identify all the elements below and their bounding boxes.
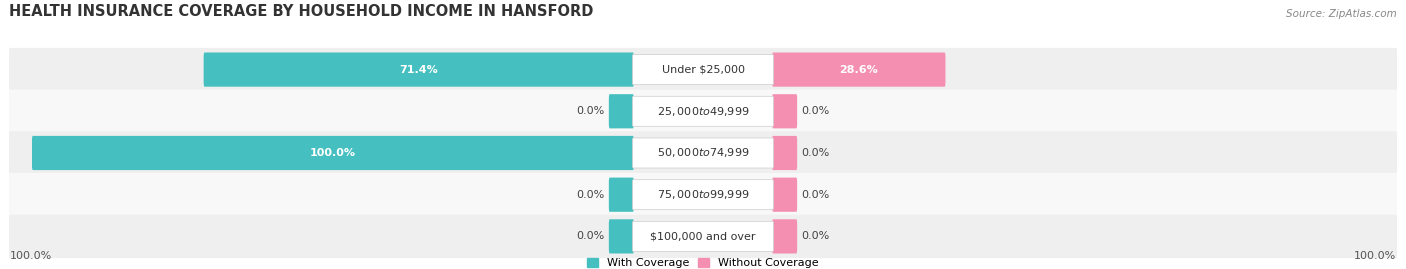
FancyBboxPatch shape	[633, 180, 773, 210]
FancyBboxPatch shape	[8, 90, 1398, 133]
Text: 71.4%: 71.4%	[399, 65, 439, 75]
Text: 0.0%: 0.0%	[801, 106, 830, 116]
Text: 0.0%: 0.0%	[801, 148, 830, 158]
FancyBboxPatch shape	[772, 136, 797, 170]
FancyBboxPatch shape	[633, 138, 773, 168]
FancyBboxPatch shape	[772, 94, 797, 128]
FancyBboxPatch shape	[32, 136, 634, 170]
Text: 0.0%: 0.0%	[576, 190, 605, 200]
Text: $100,000 and over: $100,000 and over	[650, 231, 756, 241]
FancyBboxPatch shape	[633, 55, 773, 84]
Text: 100.0%: 100.0%	[1354, 251, 1396, 261]
Legend: With Coverage, Without Coverage: With Coverage, Without Coverage	[588, 258, 818, 268]
FancyBboxPatch shape	[8, 215, 1398, 258]
Text: HEALTH INSURANCE COVERAGE BY HOUSEHOLD INCOME IN HANSFORD: HEALTH INSURANCE COVERAGE BY HOUSEHOLD I…	[10, 4, 593, 19]
FancyBboxPatch shape	[609, 178, 634, 212]
FancyBboxPatch shape	[609, 94, 634, 128]
FancyBboxPatch shape	[609, 219, 634, 253]
FancyBboxPatch shape	[8, 173, 1398, 216]
Text: $75,000 to $99,999: $75,000 to $99,999	[657, 188, 749, 201]
Text: 0.0%: 0.0%	[801, 190, 830, 200]
FancyBboxPatch shape	[8, 48, 1398, 91]
Text: $50,000 to $74,999: $50,000 to $74,999	[657, 147, 749, 160]
FancyBboxPatch shape	[772, 219, 797, 253]
Text: 100.0%: 100.0%	[309, 148, 356, 158]
Text: Under $25,000: Under $25,000	[661, 65, 745, 75]
Text: 0.0%: 0.0%	[576, 231, 605, 241]
FancyBboxPatch shape	[633, 221, 773, 252]
FancyBboxPatch shape	[772, 178, 797, 212]
Text: 28.6%: 28.6%	[839, 65, 879, 75]
Text: Source: ZipAtlas.com: Source: ZipAtlas.com	[1286, 9, 1396, 19]
FancyBboxPatch shape	[204, 52, 634, 87]
Text: 0.0%: 0.0%	[801, 231, 830, 241]
FancyBboxPatch shape	[772, 52, 945, 87]
FancyBboxPatch shape	[633, 96, 773, 126]
Text: 0.0%: 0.0%	[576, 106, 605, 116]
Text: $25,000 to $49,999: $25,000 to $49,999	[657, 105, 749, 118]
Text: 100.0%: 100.0%	[10, 251, 52, 261]
FancyBboxPatch shape	[8, 131, 1398, 175]
